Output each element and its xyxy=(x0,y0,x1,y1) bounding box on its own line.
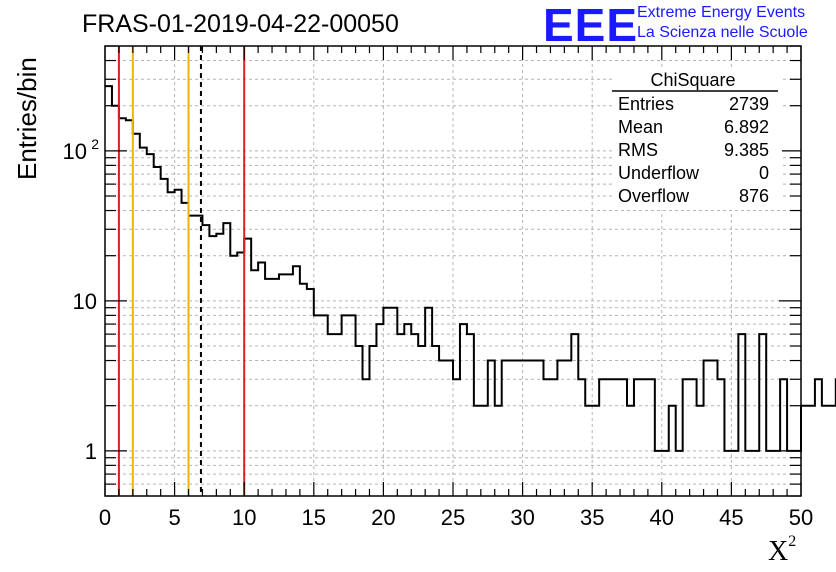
x-axis-label-base: X xyxy=(768,536,789,567)
x-tick-label: 35 xyxy=(580,505,604,530)
x-tick-label: 25 xyxy=(441,505,465,530)
stats-row-value: 2739 xyxy=(729,94,769,114)
stats-row-label: Mean xyxy=(618,117,663,137)
x-tick-label: 50 xyxy=(789,505,813,530)
y-axis-label: Entries/bin xyxy=(12,57,42,180)
y-tick-label-sup: 2 xyxy=(91,136,99,152)
logo-subtitle-1: Extreme Energy Events xyxy=(637,4,806,21)
x-tick-label: 0 xyxy=(99,505,111,530)
stats-row-value: 9.385 xyxy=(724,140,769,160)
x-axis-label-sup: 2 xyxy=(788,532,797,550)
x-axis-label: X2 xyxy=(768,532,797,568)
histogram-series xyxy=(105,85,836,452)
stats-box: ChiSquare Entries 2739 Mean 6.892 RMS 9.385 Und… xyxy=(612,68,782,210)
x-tick-label: 15 xyxy=(302,505,326,530)
stats-row-value: 876 xyxy=(739,186,769,206)
x-tick-label: 5 xyxy=(168,505,180,530)
y-tick-label: 10 xyxy=(73,289,97,314)
stats-row-value: 6.892 xyxy=(724,117,769,137)
y-tick-label: 10 xyxy=(63,139,87,164)
axis-ticks xyxy=(104,45,802,497)
y-tick-label: 1 xyxy=(85,439,97,464)
stats-row-label: Entries xyxy=(618,94,674,114)
threshold-lines xyxy=(117,46,246,496)
histogram-line xyxy=(105,85,836,452)
eee-logo: EEE xyxy=(543,0,639,51)
x-tick-label: 30 xyxy=(510,505,534,530)
x-tick-label: 40 xyxy=(650,505,674,530)
stats-row-label: Overflow xyxy=(618,186,690,206)
stats-row-label: RMS xyxy=(618,140,658,160)
logo-subtitle-2: La Scienza nelle Scuole xyxy=(637,24,808,41)
stats-row-label: Underflow xyxy=(618,163,700,183)
run-title: FRAS-01-2019-04-22-00050 xyxy=(82,10,399,38)
x-tick-label: 10 xyxy=(232,505,256,530)
stats-row-value: 0 xyxy=(759,163,769,183)
stats-title: ChiSquare xyxy=(650,70,735,90)
x-tick-label: 20 xyxy=(371,505,395,530)
x-tick-label: 45 xyxy=(719,505,743,530)
